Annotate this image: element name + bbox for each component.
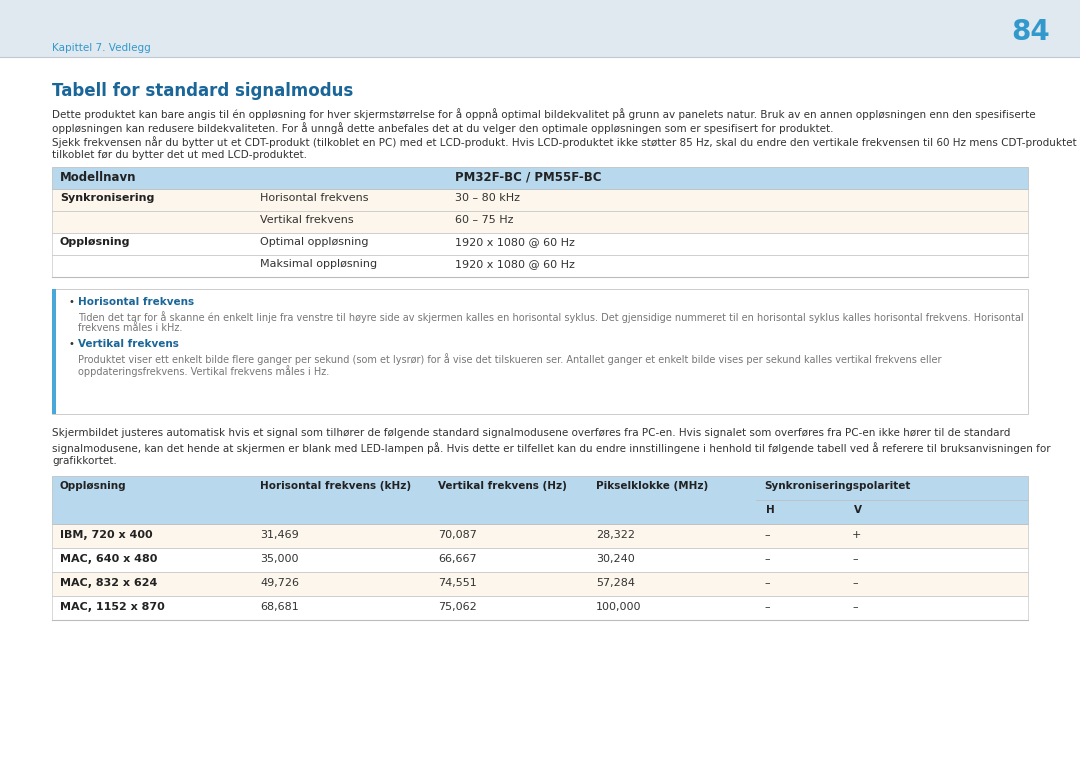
Bar (52, 524, 1028, 548)
Text: Optimal oppløsning: Optimal oppløsning (260, 237, 368, 247)
Text: Modellnavn: Modellnavn (60, 171, 136, 184)
Text: •: • (68, 339, 73, 349)
Text: 68,681: 68,681 (260, 602, 299, 612)
Bar (52, 189, 1028, 211)
Text: tilkoblet før du bytter det ut med LCD-produktet.: tilkoblet før du bytter det ut med LCD-p… (52, 150, 307, 160)
Text: 100,000: 100,000 (596, 602, 642, 612)
Text: –: – (764, 602, 770, 612)
Text: Oppløsning: Oppløsning (60, 481, 126, 491)
Text: 70,087: 70,087 (438, 530, 477, 540)
Bar (52, 289, 56, 414)
Text: MAC, 1152 x 870: MAC, 1152 x 870 (60, 602, 165, 612)
Text: Vertikal frekvens: Vertikal frekvens (78, 339, 179, 349)
Text: H: H (766, 505, 774, 515)
Bar (0, 0, 1080, 57)
Bar (52, 548, 1028, 572)
Text: Horisontal frekvens: Horisontal frekvens (78, 297, 194, 307)
Text: Produktet viser ett enkelt bilde flere ganger per sekund (som et lysrør) for å v: Produktet viser ett enkelt bilde flere g… (78, 353, 942, 365)
Text: 31,469: 31,469 (260, 530, 299, 540)
Bar (52, 572, 1028, 596)
Text: frekvens måles i kHz.: frekvens måles i kHz. (78, 323, 183, 333)
Text: 30 – 80 kHz: 30 – 80 kHz (455, 193, 519, 203)
Text: Vertikal frekvens (Hz): Vertikal frekvens (Hz) (438, 481, 567, 491)
Text: Kapittel 7. Vedlegg: Kapittel 7. Vedlegg (52, 43, 151, 53)
Text: V: V (854, 505, 862, 515)
Text: oppløsningen kan redusere bildekvaliteten. For å unngå dette anbefales det at du: oppløsningen kan redusere bildekvalitete… (52, 122, 834, 134)
Text: Pikselklokke (MHz): Pikselklokke (MHz) (596, 481, 708, 491)
Text: 28,322: 28,322 (596, 530, 635, 540)
Text: signalmodusene, kan det hende at skjermen er blank med LED-lampen på. Hvis dette: signalmodusene, kan det hende at skjerme… (52, 442, 1051, 454)
Text: +: + (852, 530, 862, 540)
Text: 1920 x 1080 @ 60 Hz: 1920 x 1080 @ 60 Hz (455, 237, 575, 247)
Text: –: – (764, 578, 770, 588)
Bar (52, 233, 1028, 255)
Text: PM32F-BC / PM55F-BC: PM32F-BC / PM55F-BC (455, 171, 602, 184)
Text: –: – (852, 554, 858, 564)
Text: 30,240: 30,240 (596, 554, 635, 564)
Text: –: – (764, 530, 770, 540)
Text: 75,062: 75,062 (438, 602, 476, 612)
Text: grafikkortet.: grafikkortet. (52, 456, 117, 466)
Text: Skjermbildet justeres automatisk hvis et signal som tilhører de følgende standar: Skjermbildet justeres automatisk hvis et… (52, 428, 1011, 438)
Text: Synkroniseringspolaritet: Synkroniseringspolaritet (764, 481, 910, 491)
Bar (52, 255, 1028, 277)
Text: Maksimal oppløsning: Maksimal oppløsning (260, 259, 377, 269)
Text: 1920 x 1080 @ 60 Hz: 1920 x 1080 @ 60 Hz (455, 259, 575, 269)
Text: MAC, 640 x 480: MAC, 640 x 480 (60, 554, 158, 564)
Text: Dette produktet kan bare angis til én oppløsning for hver skjermstørrelse for å : Dette produktet kan bare angis til én op… (52, 108, 1036, 120)
Text: Horisontal frekvens: Horisontal frekvens (260, 193, 368, 203)
Text: 57,284: 57,284 (596, 578, 635, 588)
Text: 60 – 75 Hz: 60 – 75 Hz (455, 215, 513, 225)
Text: –: – (764, 554, 770, 564)
Text: –: – (852, 578, 858, 588)
Bar (52, 289, 1028, 414)
Text: oppdateringsfrekvens. Vertikal frekvens måles i Hz.: oppdateringsfrekvens. Vertikal frekvens … (78, 365, 329, 377)
Text: MAC, 832 x 624: MAC, 832 x 624 (60, 578, 158, 588)
Text: 49,726: 49,726 (260, 578, 299, 588)
Bar (52, 476, 1028, 524)
Bar (52, 596, 1028, 620)
Text: Tabell for standard signalmodus: Tabell for standard signalmodus (52, 82, 353, 100)
Text: Horisontal frekvens (kHz): Horisontal frekvens (kHz) (260, 481, 411, 491)
Text: •: • (68, 297, 73, 307)
Text: 35,000: 35,000 (260, 554, 298, 564)
Bar (52, 167, 1028, 189)
Bar (52, 211, 1028, 233)
Text: Sjekk frekvensen når du bytter ut et CDT-produkt (tilkoblet en PC) med et LCD-pr: Sjekk frekvensen når du bytter ut et CDT… (52, 136, 1080, 148)
Text: Vertikal frekvens: Vertikal frekvens (260, 215, 353, 225)
Text: Synkronisering: Synkronisering (60, 193, 154, 203)
Text: –: – (852, 602, 858, 612)
Text: 74,551: 74,551 (438, 578, 476, 588)
Text: 66,667: 66,667 (438, 554, 476, 564)
Text: Tiden det tar for å skanne én enkelt linje fra venstre til høyre side av skjerme: Tiden det tar for å skanne én enkelt lin… (78, 311, 1024, 323)
Text: Oppløsning: Oppløsning (60, 237, 131, 247)
Text: 84: 84 (1011, 18, 1050, 46)
Text: IBM, 720 x 400: IBM, 720 x 400 (60, 530, 152, 540)
